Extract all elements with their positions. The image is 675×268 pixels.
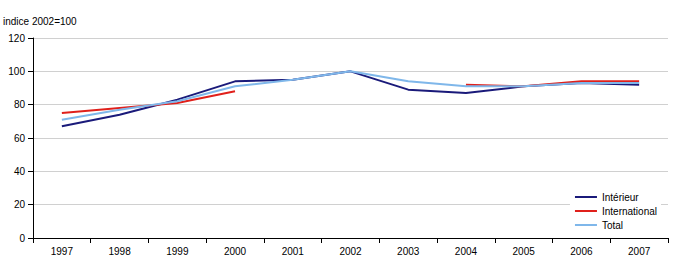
svg-text:International: International	[602, 206, 657, 217]
svg-text:2006: 2006	[570, 246, 593, 257]
svg-text:60: 60	[14, 133, 26, 144]
svg-text:Intérieur: Intérieur	[602, 192, 639, 203]
svg-text:2007: 2007	[628, 246, 651, 257]
svg-text:2005: 2005	[513, 246, 536, 257]
svg-text:20: 20	[14, 199, 26, 210]
svg-text:1998: 1998	[108, 246, 131, 257]
svg-text:Total: Total	[602, 220, 623, 231]
svg-text:1997: 1997	[51, 246, 74, 257]
svg-text:80: 80	[14, 99, 26, 110]
svg-text:2004: 2004	[455, 246, 478, 257]
svg-text:40: 40	[14, 166, 26, 177]
svg-text:indice 2002=100: indice 2002=100	[3, 16, 77, 27]
svg-text:2002: 2002	[339, 246, 362, 257]
svg-text:0: 0	[19, 233, 25, 244]
svg-text:100: 100	[8, 66, 25, 77]
svg-text:2003: 2003	[397, 246, 420, 257]
svg-text:2000: 2000	[224, 246, 247, 257]
svg-text:120: 120	[8, 33, 25, 44]
svg-text:2001: 2001	[282, 246, 305, 257]
svg-text:1999: 1999	[166, 246, 189, 257]
